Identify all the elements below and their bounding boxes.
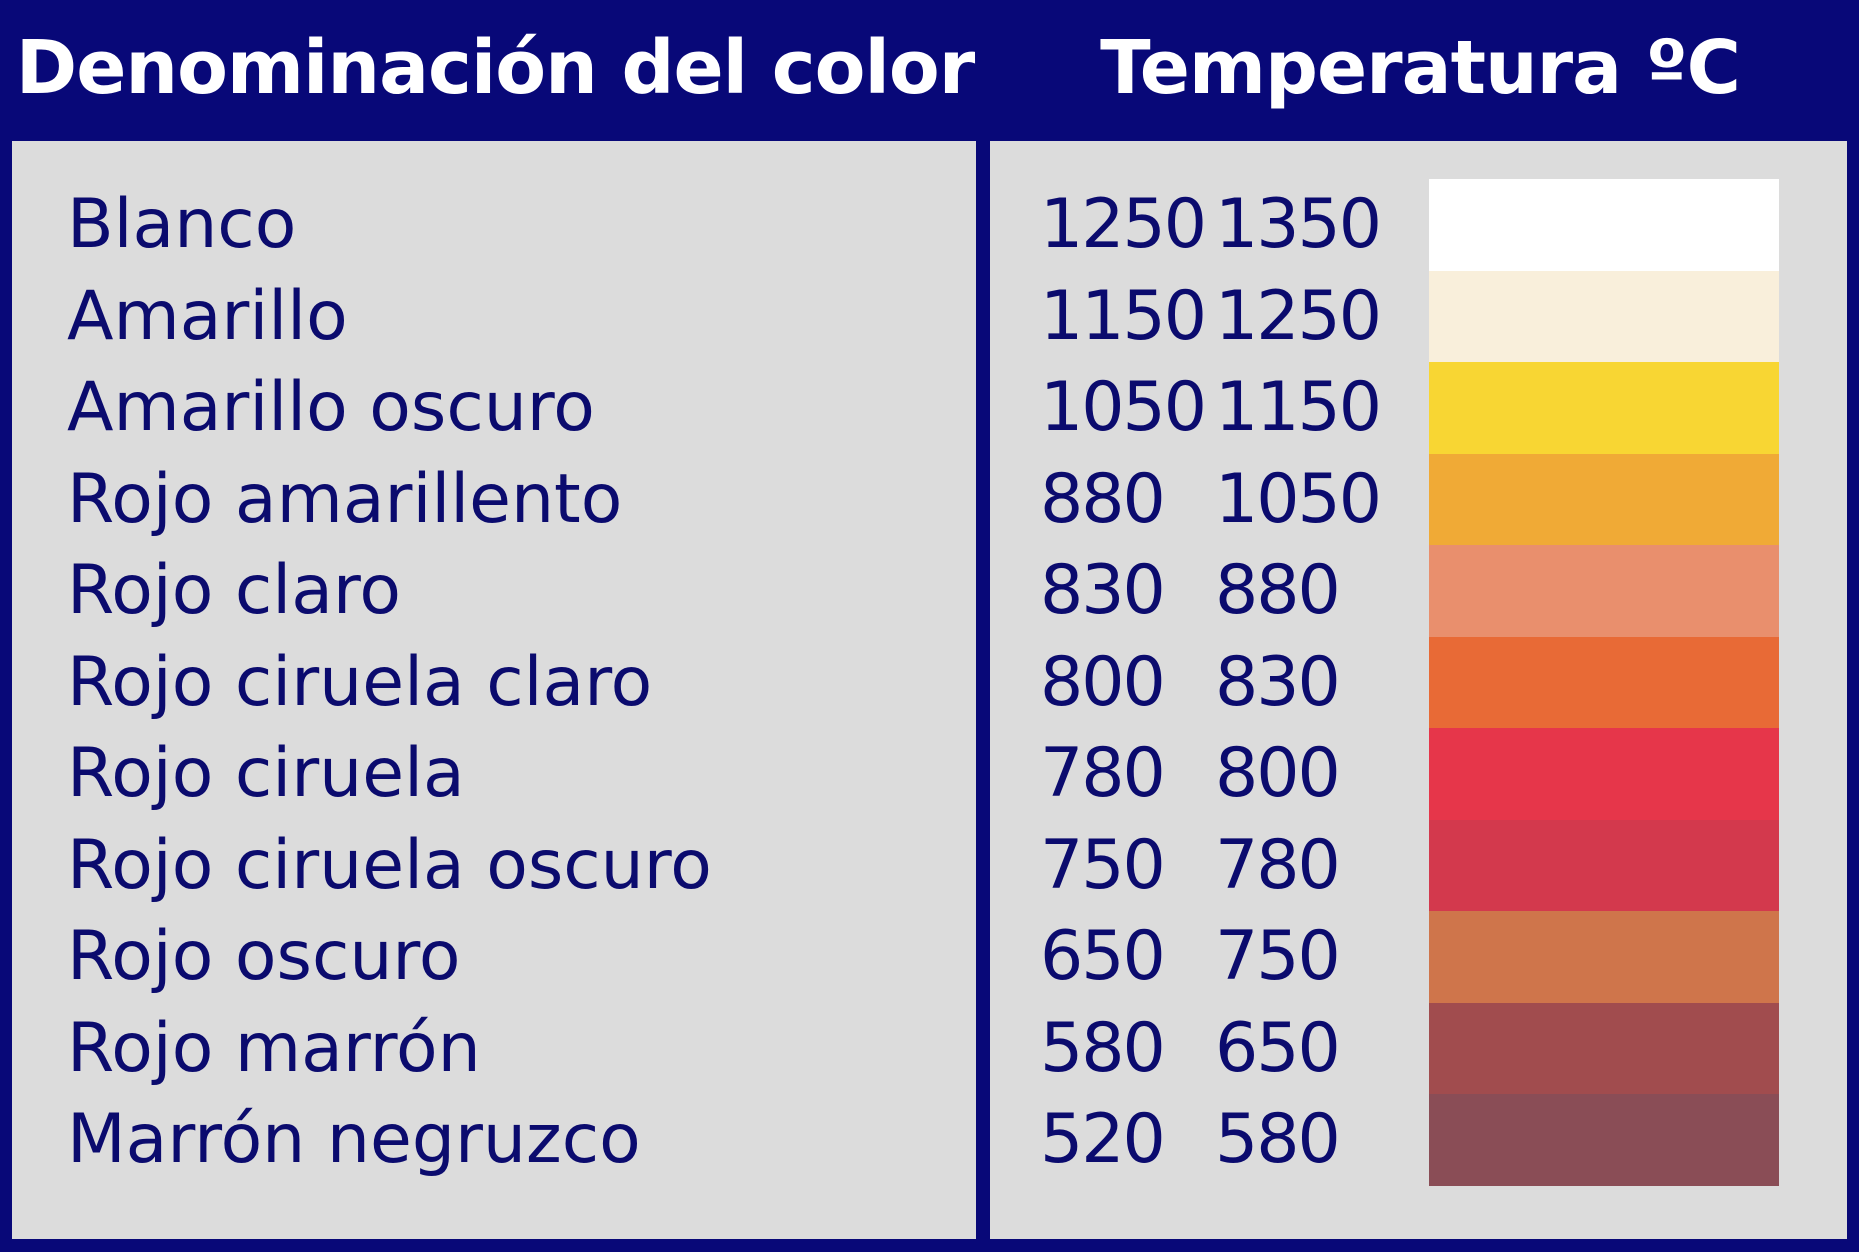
header-temperature: Temperatura ºC	[1100, 25, 1741, 111]
temperature-min-cell: 830	[1040, 551, 1166, 630]
color-swatch	[1429, 545, 1779, 637]
temperature-min-cell: 580	[1040, 1008, 1166, 1088]
temperature-min-cell: 780	[1040, 734, 1166, 813]
color-name-cell: Amarillo	[67, 276, 348, 356]
color-swatch	[1429, 819, 1779, 911]
temperature-max-cell: 780	[1215, 825, 1341, 905]
temperature-max-cell: 800	[1215, 734, 1341, 813]
color-swatch	[1429, 1094, 1779, 1186]
temperature-max-cell: 580	[1215, 1100, 1341, 1179]
color-swatch	[1429, 270, 1779, 362]
temperature-min-cell: 1250	[1040, 185, 1207, 264]
temperature-min-cell: 800	[1040, 642, 1166, 722]
temperature-max-cell: 830	[1215, 642, 1341, 722]
color-name-cell: Rojo amarillento	[67, 459, 623, 539]
temperature-min-cell: 650	[1040, 917, 1166, 996]
color-swatch-strip	[1429, 179, 1779, 1186]
color-name-cell: Rojo ciruela oscuro	[67, 825, 712, 905]
temperature-min-cell: 1050	[1040, 368, 1207, 447]
temperature-max-cell: 1350	[1215, 185, 1382, 264]
color-swatch	[1429, 362, 1779, 454]
color-name-cell: Rojo ciruela claro	[67, 642, 653, 722]
color-name-cell: Marrón negruzco	[67, 1100, 641, 1179]
color-swatch	[1429, 911, 1779, 1003]
temperature-max-cell: 1250	[1215, 276, 1382, 356]
temperature-column: 1250 1350 1150 1250 1050 1150 880 1050 830 880 800…	[990, 141, 1847, 1239]
temperature-max-cell: 750	[1215, 917, 1341, 996]
color-name-column: Blanco Amarillo Amarillo oscuro Rojo amaril…	[12, 141, 976, 1239]
color-name-cell: Rojo marrón	[67, 1008, 481, 1088]
color-name-cell: Blanco	[67, 185, 297, 264]
temperature-max-cell: 880	[1215, 551, 1341, 630]
temperature-min-cell: 880	[1040, 459, 1166, 539]
temperature-max-cell: 1050	[1215, 459, 1382, 539]
header-color-name: Denominación del color	[15, 25, 975, 111]
color-swatch	[1429, 636, 1779, 728]
color-swatch	[1429, 453, 1779, 545]
color-name-cell: Rojo claro	[67, 551, 401, 630]
color-name-cell: Rojo ciruela	[67, 734, 465, 813]
color-swatch	[1429, 179, 1779, 271]
temperature-max-cell: 650	[1215, 1008, 1341, 1088]
color-swatch	[1429, 728, 1779, 820]
temperature-min-cell: 750	[1040, 825, 1166, 905]
color-name-cell: Amarillo oscuro	[67, 368, 595, 447]
temperature-min-cell: 1150	[1040, 276, 1207, 356]
temperature-max-cell: 1150	[1215, 368, 1382, 447]
temperature-min-cell: 520	[1040, 1100, 1166, 1179]
color-name-cell: Rojo oscuro	[67, 917, 461, 996]
color-swatch	[1429, 1002, 1779, 1094]
